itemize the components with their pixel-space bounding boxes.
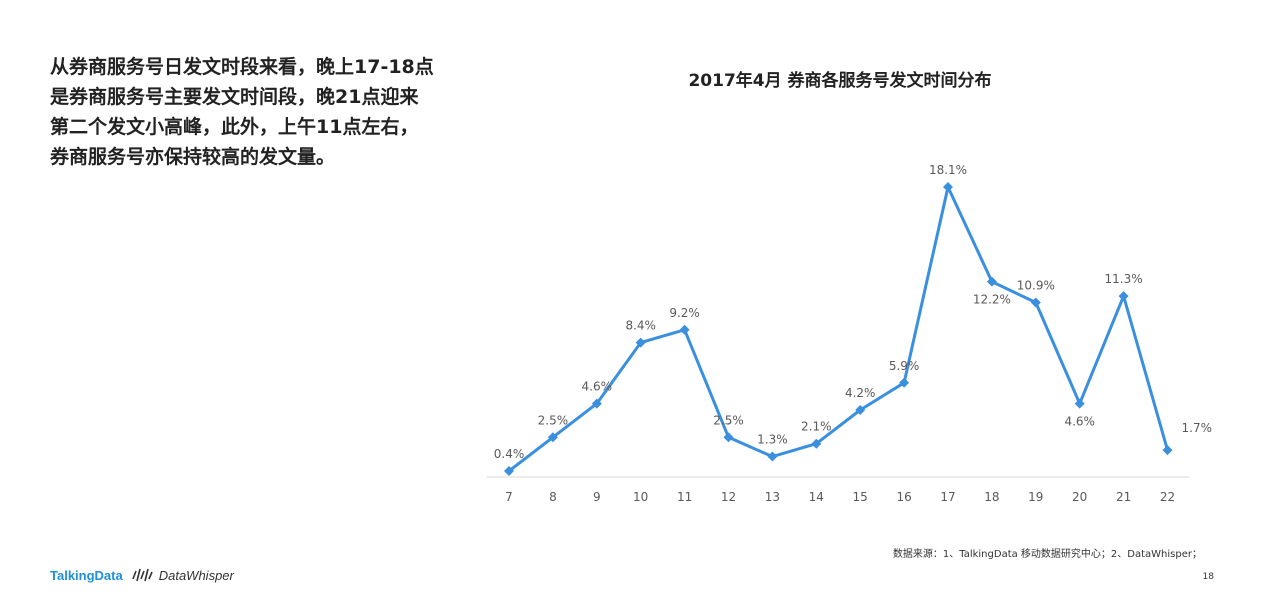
x-tick-label: 8 bbox=[549, 490, 557, 504]
data-point-marker bbox=[943, 182, 953, 192]
data-label: 11.3% bbox=[1105, 272, 1143, 286]
datawhisper-icon bbox=[131, 568, 153, 582]
series-line bbox=[508, 185, 1169, 473]
data-point-marker bbox=[1030, 297, 1041, 308]
x-tick-label: 22 bbox=[1160, 490, 1175, 504]
x-tick-label: 14 bbox=[809, 490, 824, 504]
talkingdata-logo: TalkingData bbox=[50, 567, 123, 583]
x-tick-label: 17 bbox=[940, 490, 955, 504]
data-point-marker bbox=[504, 466, 514, 476]
x-tick-label: 16 bbox=[896, 490, 911, 504]
data-point-marker bbox=[591, 398, 602, 409]
data-label: 12.2% bbox=[973, 293, 1011, 307]
data-labels-group: 0.4% 2.5% 4.6% 8.4% 9.2% 2.5% 1.3% 2.1% 4.2% 5.9%… bbox=[494, 163, 1212, 461]
data-point-marker bbox=[899, 377, 910, 388]
data-label: 4.2% bbox=[845, 386, 876, 400]
data-label: 0.4% bbox=[494, 447, 525, 461]
brand-logos: TalkingData DataWhisper bbox=[50, 567, 234, 583]
data-label: 5.9% bbox=[889, 359, 920, 373]
x-tick-labels-group: 7 8 9 10 11 12 13 14 15 16 17 18 19 20 21 22 bbox=[505, 490, 1175, 504]
data-point-marker bbox=[635, 337, 646, 348]
data-point-marker bbox=[679, 324, 690, 335]
description-line: 是券商服务号主要发文时间段，晚21点迎来 bbox=[50, 86, 419, 108]
data-label: 2.5% bbox=[713, 413, 744, 427]
data-point-marker bbox=[1074, 398, 1085, 409]
description-text: 从券商服务号日发文时段来看，晚上17-18点 是券商服务号主要发文时间段，晚21… bbox=[50, 52, 450, 172]
page-number: 18 bbox=[1202, 572, 1214, 582]
x-tick-label: 11 bbox=[677, 490, 692, 504]
x-tick-label: 13 bbox=[765, 490, 780, 504]
data-point-marker bbox=[855, 405, 866, 416]
data-label: 4.6% bbox=[582, 380, 613, 394]
x-tick-label: 9 bbox=[593, 490, 601, 504]
datawhisper-logo: DataWhisper bbox=[158, 567, 234, 583]
x-tick-label: 18 bbox=[984, 490, 999, 504]
data-point-marker bbox=[767, 451, 778, 462]
markers-group bbox=[504, 182, 1173, 476]
description-line: 第二个发文小高峰，此外，上午11点左右， bbox=[50, 116, 419, 138]
data-label: 2.1% bbox=[801, 420, 832, 434]
description-line: 从券商服务号日发文时段来看，晚上17-18点 bbox=[50, 56, 434, 78]
x-tick-label: 19 bbox=[1028, 490, 1043, 504]
data-point-marker bbox=[1118, 291, 1129, 302]
x-tick-label: 7 bbox=[505, 490, 513, 504]
data-point-marker bbox=[986, 276, 997, 287]
data-label: 1.3% bbox=[757, 433, 788, 447]
data-label: 18.1% bbox=[929, 163, 967, 177]
data-label: 10.9% bbox=[1017, 279, 1055, 293]
description-line: 券商服务号亦保持较高的发文量。 bbox=[50, 146, 336, 168]
x-tick-label: 20 bbox=[1072, 490, 1087, 504]
data-point-marker bbox=[547, 432, 558, 443]
x-tick-label: 21 bbox=[1116, 490, 1131, 504]
data-label: 4.6% bbox=[1064, 415, 1095, 429]
data-point-marker bbox=[1162, 445, 1173, 456]
data-point-marker bbox=[811, 438, 822, 449]
data-point-marker bbox=[723, 432, 734, 443]
data-label: 1.7% bbox=[1182, 421, 1213, 435]
data-source-note: 数据来源：1、TalkingData 移动数据研究中心；2、DataWhispe… bbox=[892, 549, 1202, 560]
chart-title: 2017年4月 券商各服务号发文时间分布 bbox=[688, 71, 992, 91]
data-label: 9.2% bbox=[669, 306, 700, 320]
data-label: 2.5% bbox=[538, 413, 569, 427]
x-tick-label: 15 bbox=[853, 490, 868, 504]
x-tick-label: 10 bbox=[633, 490, 648, 504]
data-label: 8.4% bbox=[625, 319, 656, 333]
x-tick-label: 12 bbox=[721, 490, 736, 504]
